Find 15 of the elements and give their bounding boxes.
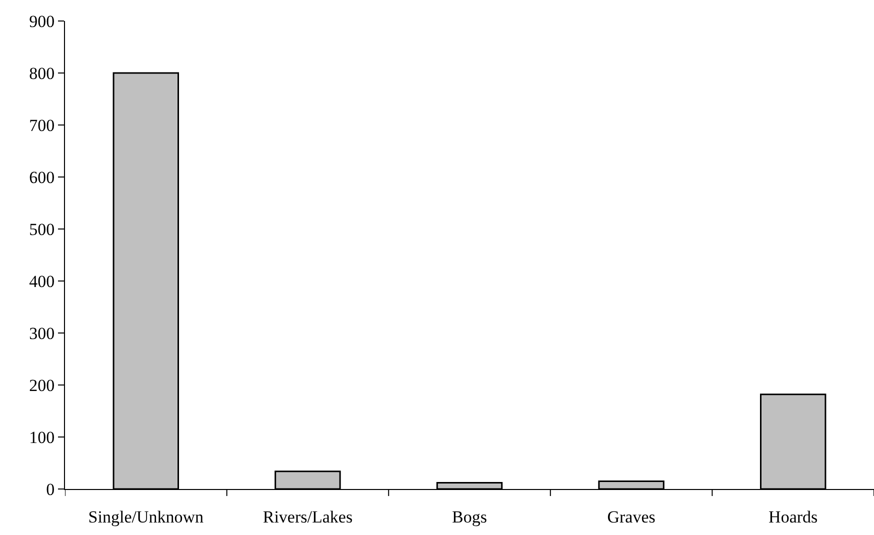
y-tick-label: 300 bbox=[29, 324, 55, 343]
x-tick-label: Single/Unknown bbox=[88, 507, 204, 526]
y-tick-label: 600 bbox=[29, 168, 55, 187]
y-tick-label: 900 bbox=[29, 12, 55, 31]
y-tick-label: 700 bbox=[29, 116, 55, 135]
y-tick-label: 400 bbox=[29, 272, 55, 291]
y-tick-label: 800 bbox=[29, 64, 55, 83]
x-tick-label: Rivers/Lakes bbox=[262, 507, 353, 526]
y-tick-label: 500 bbox=[29, 220, 55, 239]
x-tick-label: Hoards bbox=[768, 507, 818, 526]
y-tick-label: 100 bbox=[29, 428, 55, 447]
x-tick-label: Bogs bbox=[452, 507, 487, 526]
y-tick-label: 0 bbox=[46, 480, 55, 499]
y-tick-label: 200 bbox=[29, 376, 55, 395]
x-tick-label: Graves bbox=[607, 507, 656, 526]
